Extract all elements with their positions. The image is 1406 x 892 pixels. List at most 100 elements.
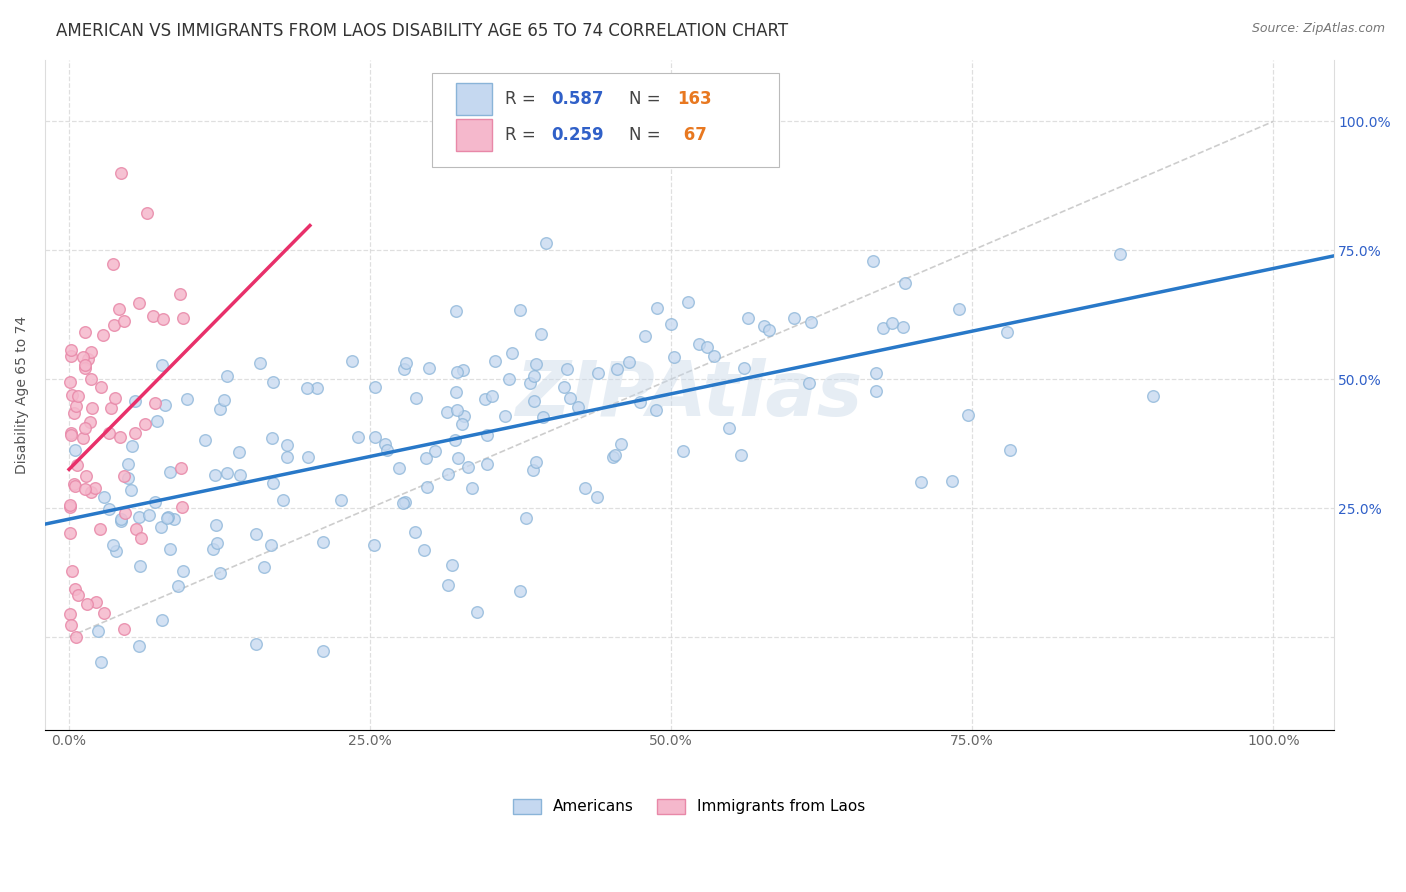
- Point: [129, 559, 152, 574]
- Point: [228, 445, 250, 459]
- Point: [249, 356, 271, 370]
- Point: [447, 450, 470, 465]
- Point: [128, 639, 150, 653]
- Point: [194, 433, 217, 447]
- Point: [89, 522, 111, 536]
- Point: [65, 443, 87, 458]
- Point: [59, 500, 82, 515]
- Point: [276, 437, 298, 451]
- Point: [891, 320, 914, 334]
- Point: [84, 481, 107, 495]
- Point: [475, 427, 498, 442]
- Point: [262, 375, 284, 389]
- Point: [446, 402, 468, 417]
- Point: [73, 482, 96, 496]
- Point: [440, 558, 463, 573]
- Point: [394, 494, 416, 508]
- Point: [73, 421, 96, 435]
- Point: [515, 511, 537, 525]
- Point: [170, 460, 193, 475]
- Point: [526, 357, 548, 371]
- Point: [297, 450, 319, 464]
- Point: [865, 366, 887, 380]
- Point: [110, 512, 132, 526]
- Point: [93, 490, 115, 504]
- Point: [606, 361, 628, 376]
- Point: [134, 417, 156, 431]
- Point: [276, 450, 298, 465]
- Point: [662, 350, 685, 364]
- Point: [588, 366, 610, 380]
- Point: [59, 376, 82, 390]
- Point: [659, 317, 682, 331]
- Point: [208, 401, 231, 416]
- Point: [87, 624, 110, 638]
- Text: N =: N =: [628, 127, 665, 145]
- Point: [107, 302, 129, 317]
- Point: [418, 360, 440, 375]
- Point: [484, 353, 506, 368]
- Point: [136, 206, 159, 220]
- Point: [112, 469, 135, 483]
- Point: [103, 318, 125, 333]
- Point: [392, 362, 415, 376]
- Point: [217, 368, 239, 383]
- Point: [647, 301, 669, 315]
- Point: [262, 475, 284, 490]
- Point: [374, 437, 396, 451]
- Point: [644, 403, 666, 417]
- Text: Source: ZipAtlas.com: Source: ZipAtlas.com: [1251, 22, 1385, 36]
- Point: [150, 613, 173, 627]
- Point: [717, 420, 740, 434]
- Point: [363, 538, 385, 552]
- Point: [628, 395, 651, 409]
- Point: [457, 459, 479, 474]
- Point: [60, 343, 83, 357]
- Point: [73, 325, 96, 339]
- Point: [142, 309, 165, 323]
- Point: [602, 450, 624, 464]
- Point: [388, 460, 411, 475]
- Point: [93, 607, 115, 621]
- Point: [245, 637, 267, 651]
- Point: [166, 579, 188, 593]
- Point: [60, 427, 83, 442]
- Point: [65, 399, 87, 413]
- Point: [555, 362, 578, 376]
- Point: [703, 349, 725, 363]
- Point: [498, 372, 520, 386]
- Point: [688, 336, 710, 351]
- Point: [534, 236, 557, 251]
- Point: [451, 417, 474, 432]
- Point: [364, 430, 387, 444]
- Point: [117, 471, 139, 485]
- Point: [170, 500, 193, 514]
- Point: [112, 622, 135, 636]
- Point: [443, 433, 465, 447]
- Y-axis label: Disability Age 65 to 74: Disability Age 65 to 74: [15, 316, 30, 474]
- Point: [98, 425, 121, 440]
- Point: [415, 480, 437, 494]
- Point: [169, 287, 191, 301]
- Point: [494, 409, 516, 423]
- Point: [114, 506, 136, 520]
- Point: [145, 396, 167, 410]
- Point: [415, 450, 437, 465]
- Point: [217, 466, 239, 480]
- Point: [882, 316, 904, 330]
- Text: ZIPAtlas: ZIPAtlas: [516, 358, 863, 432]
- Point: [392, 496, 415, 510]
- Point: [446, 365, 468, 379]
- Point: [1142, 388, 1164, 402]
- Point: [62, 477, 84, 491]
- Point: [59, 526, 82, 541]
- Point: [82, 401, 104, 415]
- Point: [783, 311, 806, 326]
- Text: 0.587: 0.587: [551, 90, 603, 108]
- Point: [201, 541, 224, 556]
- Point: [212, 393, 235, 408]
- Point: [90, 656, 112, 670]
- Text: 163: 163: [678, 90, 713, 108]
- Point: [553, 380, 575, 394]
- Point: [108, 430, 131, 444]
